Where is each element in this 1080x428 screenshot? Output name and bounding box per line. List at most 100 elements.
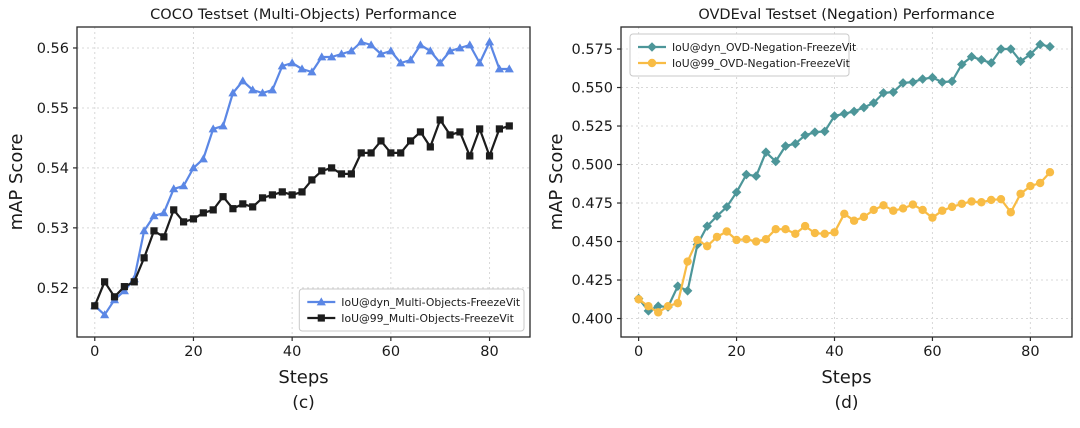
legend-sample-marker (316, 297, 326, 306)
data-point-marker (722, 227, 731, 236)
data-point-marker (849, 106, 859, 117)
data-point-marker (159, 208, 169, 217)
data-point-marker (947, 76, 957, 87)
data-point-marker (495, 125, 504, 133)
data-point-marker (889, 206, 898, 215)
legend-box (629, 33, 850, 77)
data-point-marker (170, 206, 178, 214)
data-point-marker (1006, 208, 1015, 217)
data-point-marker (976, 55, 987, 65)
data-point-marker (257, 88, 268, 97)
legend-label: IoU@99_Multi-Objects-FreezeVit (341, 312, 514, 325)
data-point-marker (869, 205, 878, 215)
data-point-marker (868, 98, 879, 108)
data-point-marker (820, 229, 829, 239)
data-point-marker (957, 59, 967, 70)
data-point-marker (986, 58, 997, 68)
data-point-marker (908, 200, 918, 209)
data-point-marker (966, 51, 977, 62)
legend-box (298, 288, 525, 332)
data-point-marker (268, 191, 277, 199)
ovdeval-chart-panel: 0 20 40 60 80 0.400 0.425 0.450 0.475 0.500 0.525 0… (540, 0, 1080, 424)
data-point-marker (179, 218, 188, 226)
data-point-marker (937, 77, 948, 87)
y-tick-label: 0.575 (571, 42, 613, 58)
data-point-marker (426, 143, 434, 151)
series-line-0 (93, 40, 511, 316)
data-point-marker (307, 67, 317, 76)
data-point-marker (494, 64, 505, 73)
data-point-marker (248, 85, 258, 94)
data-point-marker (830, 228, 839, 237)
data-point-marker (318, 167, 326, 175)
y-axis-label: mAP Score (6, 134, 27, 231)
data-point-marker (987, 195, 996, 205)
data-point-marker (484, 37, 495, 46)
x-tick-label: 0 (634, 344, 643, 360)
x-tick-label: 80 (1021, 344, 1039, 360)
x-tick-label: 0 (90, 344, 99, 360)
data-point-marker (337, 170, 346, 178)
data-point-marker (377, 137, 385, 145)
data-point-marker (425, 46, 435, 55)
data-point-marker (475, 58, 485, 67)
data-point-marker (288, 191, 296, 199)
data-point-marker (1035, 178, 1045, 188)
data-point-marker (445, 46, 455, 55)
data-point-marker (328, 164, 336, 172)
y-tick-label: 0.500 (571, 158, 613, 174)
legend-label: IoU@dyn_Multi-Objects-FreezeVit (341, 296, 520, 309)
data-point-marker (199, 209, 207, 217)
data-point-marker (1016, 189, 1025, 198)
data-point-marker (239, 200, 247, 208)
data-point-marker (91, 302, 99, 310)
data-point-marker (455, 43, 465, 52)
x-tick-label: 20 (184, 344, 202, 360)
data-point-marker (416, 128, 425, 136)
coco-chart-panel: 0 20 40 60 80 0.52 0.53 0.54 0.55 0.56 COCO Testse… (0, 0, 540, 424)
data-point-marker (100, 310, 110, 319)
y-tick-label: 0.525 (571, 119, 613, 135)
data-point-marker (485, 152, 494, 160)
data-point-marker (178, 181, 189, 190)
y-tick-label: 0.54 (37, 161, 69, 177)
data-point-marker (317, 52, 327, 61)
data-point-marker (938, 206, 947, 215)
data-point-marker (277, 61, 287, 70)
data-point-marker (406, 137, 415, 145)
chart-title: OVDEval Testset (Negation) Performance (698, 7, 994, 23)
data-point-marker (169, 184, 179, 193)
data-point-marker (819, 126, 830, 137)
data-point-marker (996, 44, 1006, 54)
data-point-marker (228, 88, 238, 97)
data-point-marker (721, 202, 732, 212)
data-point-marker (120, 283, 128, 291)
chart-title: COCO Testset (Multi-Objects) Performance (150, 7, 457, 23)
data-point-marker (376, 49, 386, 58)
data-point-marker (476, 125, 484, 133)
legend-sample-marker (647, 58, 657, 68)
data-point-marker (673, 298, 683, 308)
data-point-marker (298, 188, 306, 196)
data-point-marker (800, 130, 810, 141)
data-point-marker (357, 149, 365, 157)
data-point-marker (297, 64, 307, 73)
data-point-marker (336, 49, 347, 58)
data-point-marker (741, 169, 752, 180)
data-point-marker (346, 46, 356, 55)
data-point-marker (397, 149, 405, 157)
data-point-marker (1026, 181, 1035, 191)
data-point-marker (347, 170, 355, 178)
data-point-marker (810, 127, 820, 137)
y-tick-label: 0.450 (571, 235, 613, 251)
y-tick-label: 0.53 (37, 221, 69, 237)
data-point-marker (150, 227, 158, 235)
data-point-marker (435, 58, 445, 67)
data-point-marker (249, 203, 257, 211)
ovdeval-chart-canvas: 0 20 40 60 80 0.400 0.425 0.450 0.475 0.500 0.525 0… (546, 7, 1073, 413)
data-point-marker (308, 176, 316, 184)
data-point-marker (366, 40, 376, 49)
data-point-marker (140, 254, 148, 262)
data-point-marker (1045, 41, 1055, 52)
